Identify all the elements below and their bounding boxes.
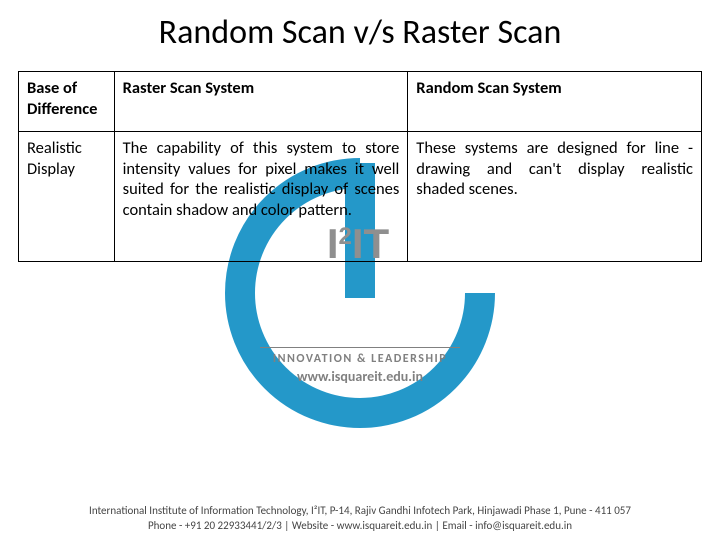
comparison-table: Base of Difference Raster Scan System Ra… (18, 71, 702, 262)
footer-line1: International Institute of Information T… (0, 504, 720, 519)
cell-base: Realistic Display (19, 132, 115, 262)
footer: International Institute of Information T… (0, 504, 720, 534)
tagline-text: INNOVATION & LEADERSHIP (260, 352, 460, 366)
header-base: Base of Difference (19, 72, 115, 132)
table-header-row: Base of Difference Raster Scan System Ra… (19, 72, 702, 132)
cell-raster: The capability of this system to store i… (114, 132, 408, 262)
cell-random: These systems are designed for line -dra… (408, 132, 702, 262)
header-raster: Raster Scan System (114, 72, 408, 132)
logo-caption: INNOVATION & LEADERSHIP www.isquareit.ed… (260, 347, 460, 385)
slide-title: Random Scan v/s Raster Scan (0, 12, 720, 53)
header-random: Random Scan System (408, 72, 702, 132)
table-row: Realistic Display The capability of this… (19, 132, 702, 262)
website-text: www.isquareit.edu.in (260, 368, 460, 385)
footer-line2: Phone - +91 20 22933441/2/3 | Website - … (0, 519, 720, 534)
